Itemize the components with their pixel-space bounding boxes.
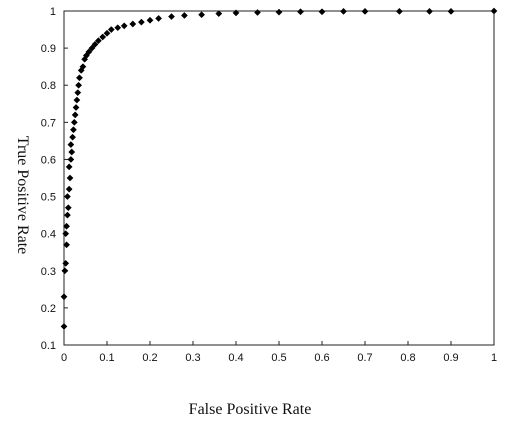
data-point xyxy=(64,204,72,212)
x-tick-label: 0.2 xyxy=(142,352,157,364)
data-point xyxy=(297,8,304,16)
x-tick-label: 1 xyxy=(491,352,497,364)
data-point xyxy=(94,37,102,45)
data-point xyxy=(426,7,433,15)
x-tick-label: 0.1 xyxy=(99,352,114,364)
y-tick-label: 1 xyxy=(50,6,56,18)
data-point xyxy=(75,81,83,89)
data-point xyxy=(60,293,68,301)
data-point xyxy=(69,133,77,141)
data-point xyxy=(63,222,71,230)
data-point xyxy=(168,13,175,21)
x-tick-label: 0 xyxy=(61,352,67,364)
data-point xyxy=(254,9,261,16)
data-point xyxy=(65,163,73,171)
data-point xyxy=(99,33,107,41)
data-point xyxy=(215,10,223,18)
data-points xyxy=(60,7,498,330)
data-point xyxy=(129,20,137,28)
x-tick-label: 0.5 xyxy=(271,352,286,364)
data-point xyxy=(146,16,154,24)
y-tick-label: 0.8 xyxy=(41,80,56,92)
data-point xyxy=(447,7,455,15)
x-tick-label: 0.8 xyxy=(400,352,415,364)
data-point xyxy=(71,111,79,119)
data-point xyxy=(361,7,369,15)
data-point xyxy=(232,9,240,17)
y-axis-title: True Positive Rate xyxy=(14,136,31,255)
data-point xyxy=(62,259,70,267)
data-point xyxy=(395,7,403,15)
y-tick-label: 0.9 xyxy=(41,43,56,55)
data-point xyxy=(120,22,128,30)
data-point xyxy=(198,11,206,19)
data-point xyxy=(85,48,93,56)
data-point xyxy=(103,29,111,37)
data-point xyxy=(137,18,145,26)
x-tick-label: 0.3 xyxy=(185,352,200,364)
data-point xyxy=(91,40,99,48)
data-point xyxy=(79,63,87,71)
data-point xyxy=(76,74,83,82)
x-tick-label: 0.7 xyxy=(357,352,372,364)
x-axis-title: False Positive Rate xyxy=(189,401,312,418)
data-point xyxy=(60,322,68,330)
y-tick-label: 0.6 xyxy=(41,154,56,166)
plot-area xyxy=(63,10,495,346)
data-point xyxy=(73,96,81,104)
data-point xyxy=(74,89,82,97)
data-point xyxy=(70,126,77,134)
y-tick-label: 0.1 xyxy=(41,340,56,352)
x-axis: 0 0.1 0.2 0.3 0.4 0.5 0.6 0.7 0.8 0.9 1 xyxy=(61,341,497,364)
data-point xyxy=(62,230,70,238)
data-point xyxy=(275,8,283,16)
data-point xyxy=(107,26,115,34)
data-point xyxy=(318,8,326,16)
data-point xyxy=(67,155,75,163)
y-axis: 0.1 0.2 0.3 0.4 0.5 0.6 0.7 0.8 0.9 1 xyxy=(41,6,68,352)
x-tick-label: 0.6 xyxy=(314,352,329,364)
data-point xyxy=(66,174,74,182)
x-tick-label: 0.9 xyxy=(443,352,458,364)
y-tick-label: 0.7 xyxy=(41,117,56,129)
y-tick-label: 0.5 xyxy=(41,192,56,204)
y-tick-label: 0.4 xyxy=(41,229,56,241)
data-point xyxy=(63,211,71,219)
data-point xyxy=(61,267,69,275)
x-tick-label: 0.4 xyxy=(228,352,243,364)
data-point xyxy=(155,14,163,22)
data-point xyxy=(340,7,347,15)
y-tick-label: 0.3 xyxy=(41,266,56,278)
data-point xyxy=(72,104,80,111)
data-point xyxy=(67,141,75,149)
data-point xyxy=(70,118,78,126)
data-point xyxy=(88,44,96,52)
data-point xyxy=(65,185,73,193)
data-point xyxy=(490,7,498,15)
data-point xyxy=(68,148,76,156)
y-tick-label: 0.2 xyxy=(41,303,56,315)
data-point xyxy=(180,11,188,19)
data-point xyxy=(63,193,71,201)
data-point xyxy=(114,24,122,32)
data-point xyxy=(63,241,71,249)
